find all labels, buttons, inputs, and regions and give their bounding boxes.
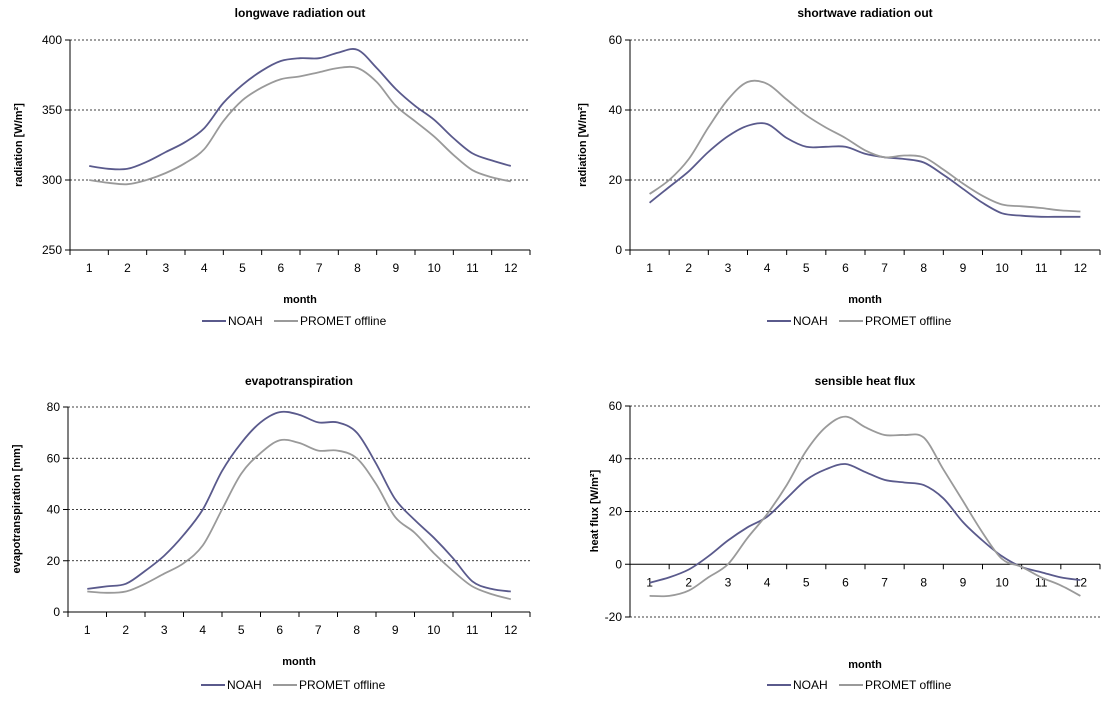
- y-axis-label: evapotranspiration [mm]: [11, 444, 23, 573]
- x-tick-label: 11: [1035, 261, 1048, 275]
- series-line-promet-offline: [649, 415, 1081, 598]
- y-tick-label: 20: [47, 554, 61, 568]
- x-tick-label: 9: [392, 623, 399, 637]
- x-tick-label: 3: [161, 623, 168, 637]
- legend-label-promet-offline: PROMET offline: [299, 678, 386, 692]
- series-line-promet-offline: [87, 438, 512, 601]
- series-line-noah: [649, 122, 1081, 218]
- x-tick-label: 7: [315, 623, 322, 637]
- legend-label-noah: NOAH: [793, 678, 828, 692]
- x-axis-label: month: [848, 659, 882, 671]
- x-tick-label: 4: [199, 623, 206, 637]
- x-tick-label: 12: [504, 261, 518, 275]
- x-tick-label: 5: [239, 261, 246, 275]
- x-tick-label: 6: [276, 623, 283, 637]
- series-line-noah: [87, 410, 511, 593]
- x-tick-label: 5: [238, 623, 245, 637]
- x-tick-label: 2: [685, 575, 692, 589]
- y-tick-label: 0: [53, 605, 60, 619]
- x-tick-label: 8: [920, 575, 927, 589]
- x-tick-label: 10: [427, 261, 441, 275]
- y-tick-label: 40: [609, 452, 623, 466]
- x-tick-label: 10: [995, 261, 1009, 275]
- x-tick-label: 2: [685, 261, 692, 275]
- x-tick-label: 1: [86, 261, 93, 275]
- x-tick-label: 8: [354, 261, 361, 275]
- x-tick-label: 3: [162, 261, 169, 275]
- x-tick-label: 10: [427, 623, 441, 637]
- y-tick-label: 20: [609, 505, 623, 519]
- x-tick-label: 5: [803, 575, 810, 589]
- chart-title: longwave radiation out: [235, 6, 366, 20]
- y-tick-label: 60: [47, 451, 61, 465]
- x-tick-label: 7: [316, 261, 323, 275]
- x-tick-label: 9: [392, 261, 399, 275]
- x-tick-label: 6: [277, 261, 284, 275]
- series-line-noah: [89, 48, 512, 171]
- x-tick-label: 2: [122, 623, 129, 637]
- x-axis-label: month: [848, 294, 882, 306]
- x-tick-label: 9: [960, 261, 967, 275]
- chart-title: shortwave radiation out: [797, 6, 932, 20]
- x-tick-label: 6: [842, 575, 849, 589]
- series-line-promet-offline: [649, 79, 1081, 213]
- x-tick-label: 5: [803, 261, 810, 275]
- x-tick-label: 12: [504, 623, 518, 637]
- x-tick-label: 3: [725, 575, 732, 589]
- chart-title: evapotranspiration: [245, 374, 353, 388]
- x-axis-label: month: [282, 656, 316, 668]
- x-tick-label: 9: [960, 575, 967, 589]
- legend-label-promet-offline: PROMET offline: [865, 678, 952, 692]
- x-tick-label: 4: [201, 261, 208, 275]
- series-line-noah: [649, 463, 1081, 584]
- x-tick-label: 6: [842, 261, 849, 275]
- y-tick-label: 60: [609, 399, 623, 413]
- x-tick-label: 2: [124, 261, 131, 275]
- x-tick-label: 10: [995, 575, 1009, 589]
- x-tick-label: 1: [646, 261, 653, 275]
- y-tick-label: 60: [609, 33, 623, 47]
- x-tick-label: 3: [725, 261, 732, 275]
- y-axis-label: heat flux [W/m²]: [589, 469, 601, 552]
- chart-title: sensible heat flux: [815, 374, 916, 388]
- y-tick-label: 80: [47, 400, 61, 414]
- x-tick-label: 7: [881, 575, 888, 589]
- y-tick-label: 250: [42, 243, 62, 257]
- x-tick-label: 7: [881, 261, 888, 275]
- series-line-promet-offline: [89, 65, 511, 186]
- x-tick-label: 12: [1074, 261, 1088, 275]
- x-tick-label: 11: [466, 623, 479, 637]
- y-tick-label: 0: [615, 243, 622, 257]
- y-tick-label: 40: [609, 103, 623, 117]
- x-tick-label: 8: [353, 623, 360, 637]
- y-tick-label: -20: [605, 610, 623, 624]
- y-tick-label: 20: [609, 173, 623, 187]
- legend-label-noah: NOAH: [228, 314, 263, 328]
- x-tick-label: 1: [84, 623, 91, 637]
- y-tick-label: 300: [42, 173, 62, 187]
- x-axis-label: month: [283, 294, 317, 306]
- legend-label-promet-offline: PROMET offline: [865, 314, 952, 328]
- legend-label-noah: NOAH: [227, 678, 262, 692]
- x-tick-label: 4: [764, 261, 771, 275]
- y-axis-label: radiation [W/m²]: [577, 103, 589, 187]
- y-tick-label: 400: [42, 33, 62, 47]
- x-tick-label: 8: [920, 261, 927, 275]
- y-tick-label: 350: [42, 103, 62, 117]
- y-axis-label: radiation [W/m²]: [13, 103, 25, 187]
- x-tick-label: 4: [764, 575, 771, 589]
- y-tick-label: 0: [615, 557, 622, 571]
- x-tick-label: 11: [466, 261, 479, 275]
- x-tick-label: 12: [1074, 575, 1088, 589]
- legend-label-noah: NOAH: [793, 314, 828, 328]
- y-tick-label: 40: [47, 503, 61, 517]
- legend-label-promet-offline: PROMET offline: [300, 314, 387, 328]
